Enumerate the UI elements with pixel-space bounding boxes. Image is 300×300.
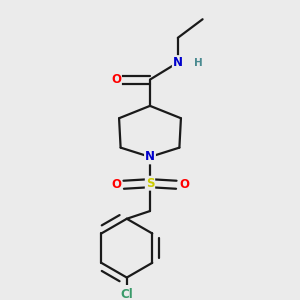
- Text: Cl: Cl: [120, 288, 133, 300]
- Text: O: O: [111, 73, 121, 86]
- Text: N: N: [145, 150, 155, 164]
- Text: N: N: [173, 56, 183, 69]
- Text: O: O: [111, 178, 121, 191]
- Text: H: H: [194, 58, 202, 68]
- Text: O: O: [179, 178, 189, 191]
- Text: S: S: [146, 177, 154, 190]
